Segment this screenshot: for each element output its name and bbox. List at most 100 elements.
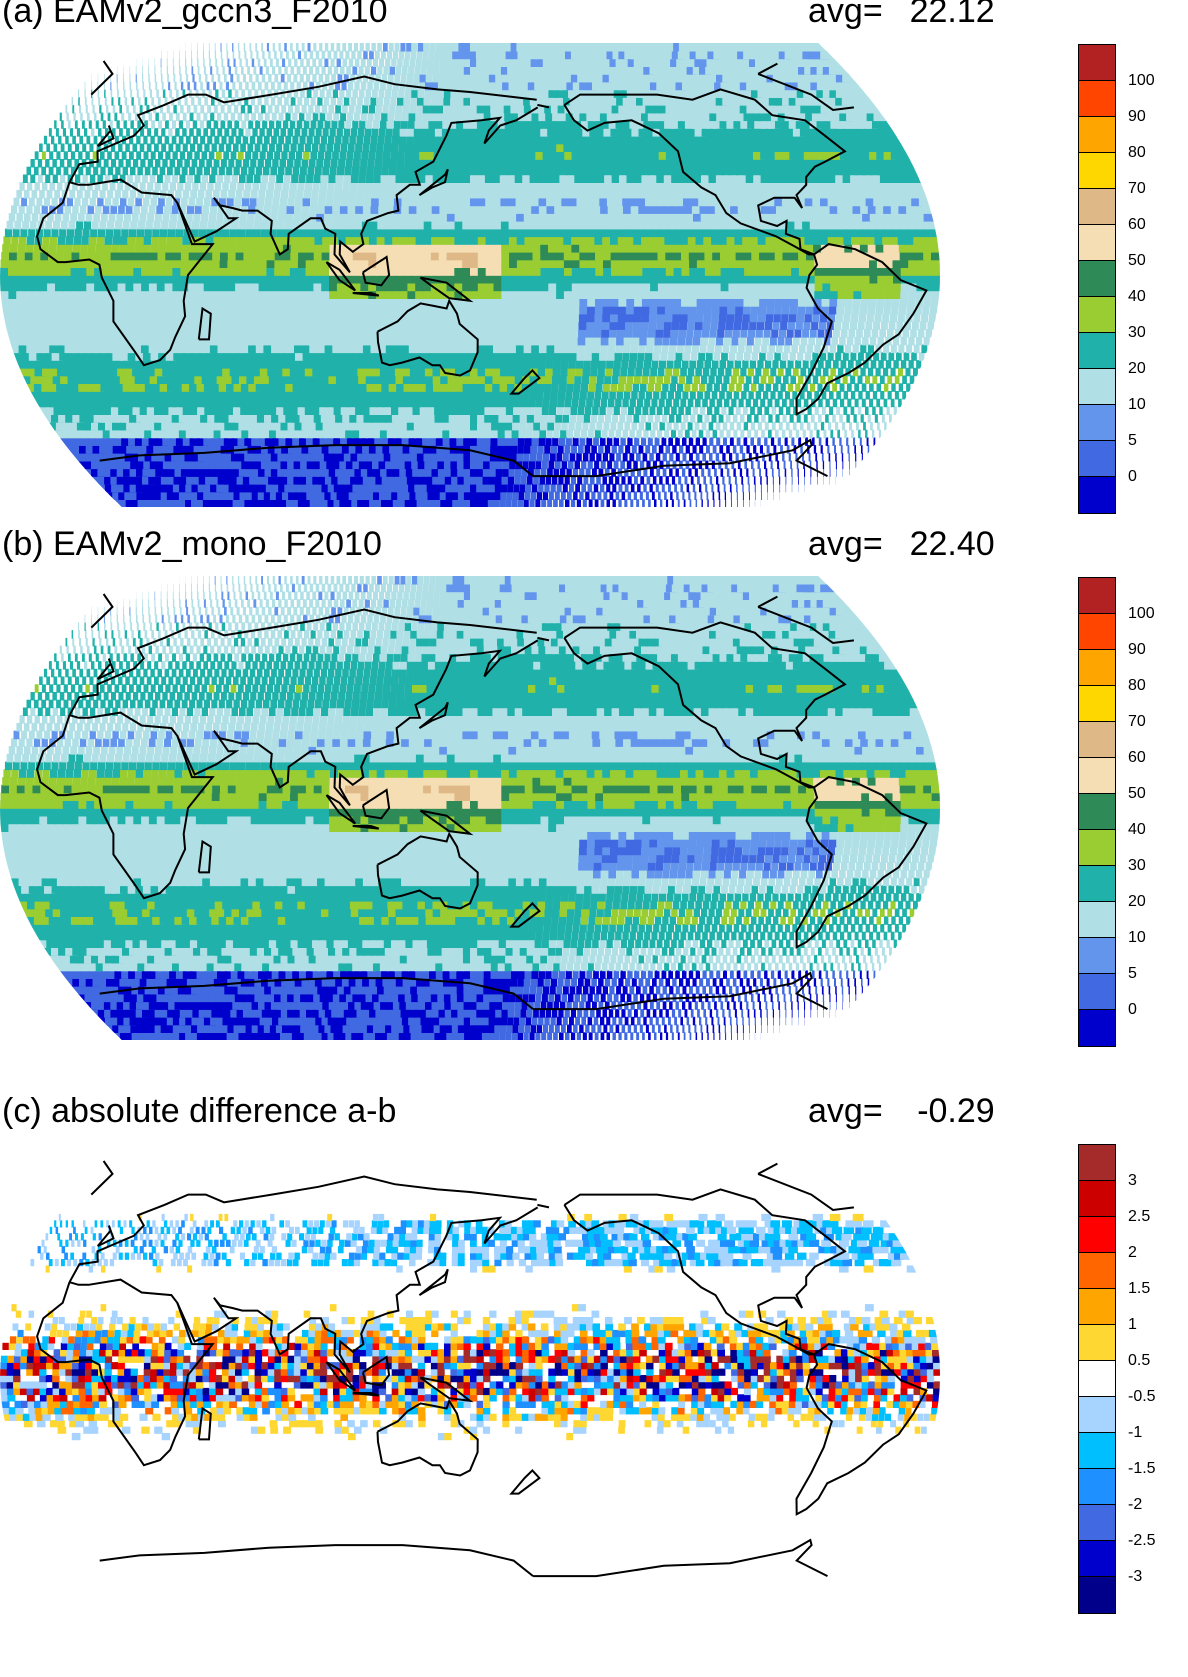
colorbar-tick-label: 90 [1128, 108, 1146, 125]
colorbar-swatch [1079, 333, 1115, 369]
colorbar-swatch [1079, 1577, 1115, 1613]
colorbar-swatch [1079, 1505, 1115, 1541]
colorbar-swatch [1079, 1289, 1115, 1325]
colorbar-tick-label: 20 [1128, 360, 1146, 377]
colorbar-tick-label: 5 [1128, 432, 1137, 449]
colorbar: 100 90 80 70 60 50 40 30 20 10 5 0 [1078, 44, 1183, 514]
colorbar-swatch [1079, 1433, 1115, 1469]
colorbar-tick-label: 0 [1128, 1001, 1137, 1018]
avg-value: 22.40 [909, 525, 995, 563]
colorbar-tick-label: 50 [1128, 785, 1146, 802]
map-field-svg [0, 43, 940, 507]
colorbar-swatch [1079, 1253, 1115, 1289]
colorbar-tick-label: -1 [1128, 1424, 1143, 1441]
coastlines [36, 1160, 928, 1578]
colorbar-tick-label: 0 [1128, 468, 1137, 485]
colorbar-swatch [1079, 1217, 1115, 1253]
coastlines [36, 60, 928, 478]
colorbar-swatch [1079, 1361, 1115, 1397]
colorbar-tick-label: 5 [1128, 965, 1137, 982]
colorbar-tick-label: 90 [1128, 641, 1146, 658]
colorbar-swatches [1078, 44, 1116, 514]
colorbar-tick-label: 70 [1128, 180, 1146, 197]
avg-label: avg= [808, 525, 883, 563]
colorbar-tick-label: 80 [1128, 677, 1146, 694]
colorbar-tick-label: 50 [1128, 252, 1146, 269]
panel-average: avg= 22.12 [808, 0, 995, 31]
colorbar-swatch [1079, 45, 1115, 81]
colorbar-swatch [1079, 1181, 1115, 1217]
avg-value: -0.29 [917, 1092, 995, 1130]
avg-value: 22.12 [909, 0, 995, 30]
colorbar-swatch [1079, 297, 1115, 333]
colorbar-swatch [1079, 578, 1115, 614]
colorbar-tick-label: 20 [1128, 893, 1146, 910]
colorbar-tick-label: 100 [1128, 72, 1155, 89]
field-cells [0, 1213, 940, 1441]
colorbar-swatch [1079, 441, 1115, 477]
colorbar-swatches [1078, 577, 1116, 1047]
colorbar-tick-label: 30 [1128, 857, 1146, 874]
colorbar-swatch [1079, 405, 1115, 441]
panel-c: (c) absolute difference a-b avg= -0.29 3 2… [0, 1092, 1188, 1660]
colorbar-swatch [1079, 1010, 1115, 1046]
colorbar-tick-label: 10 [1128, 929, 1146, 946]
panel-a: (a) EAMv2_gccn3_F2010 avg= 22.12 100 90 80 7… [0, 0, 1188, 560]
colorbar-swatch [1079, 477, 1115, 513]
colorbar-swatch [1079, 794, 1115, 830]
panel-title: (c) absolute difference a-b [2, 1092, 397, 1130]
colorbar-swatch [1079, 261, 1115, 297]
colorbar-swatch [1079, 614, 1115, 650]
colorbar-tick-label: 10 [1128, 396, 1146, 413]
panel-title: (a) EAMv2_gccn3_F2010 [2, 0, 388, 30]
colorbar-tick-label: 80 [1128, 144, 1146, 161]
field-cells [0, 576, 940, 1040]
panel-b: (b) EAMv2_mono_F2010 avg= 22.40 100 90 80 70… [0, 525, 1188, 1093]
colorbar-tick-label: -2 [1128, 1496, 1143, 1513]
colorbar-swatch [1079, 938, 1115, 974]
panel-average: avg= -0.29 [808, 1092, 995, 1131]
colorbar: 100 90 80 70 60 50 40 30 20 10 5 0 [1078, 577, 1183, 1047]
colorbar-tick-label: 1.5 [1128, 1280, 1151, 1297]
avg-label: avg= [808, 1092, 883, 1130]
avg-label: avg= [808, 0, 883, 30]
colorbar-tick-label: -1.5 [1128, 1460, 1156, 1477]
field-cells [0, 43, 940, 507]
colorbar-tick-label: 70 [1128, 713, 1146, 730]
colorbar-tick-label: 2.5 [1128, 1208, 1151, 1225]
panel-average: avg= 22.40 [808, 525, 995, 564]
map-robinson [0, 1140, 1010, 1640]
colorbar-swatch [1079, 830, 1115, 866]
colorbar-tick-label: 30 [1128, 324, 1146, 341]
colorbar-tick-label: 60 [1128, 749, 1146, 766]
colorbar-tick-label: -0.5 [1128, 1388, 1156, 1405]
colorbar-swatch [1079, 81, 1115, 117]
colorbar-swatch [1079, 225, 1115, 261]
colorbar-tick-label: 2 [1128, 1244, 1137, 1261]
colorbar-swatch [1079, 758, 1115, 794]
colorbar-swatch [1079, 1397, 1115, 1433]
colorbar-swatch [1079, 189, 1115, 225]
colorbar-swatch [1079, 866, 1115, 902]
map-field-svg [0, 576, 940, 1040]
colorbar-swatch [1079, 974, 1115, 1010]
colorbar-swatch [1079, 722, 1115, 758]
colorbar-tick-label: 0.5 [1128, 1352, 1151, 1369]
colorbar-swatches [1078, 1144, 1116, 1614]
map-field-svg [0, 1160, 940, 1578]
colorbar-swatch [1079, 369, 1115, 405]
colorbar-tick-label: 40 [1128, 288, 1146, 305]
colorbar-tick-label: 1 [1128, 1316, 1137, 1333]
colorbar-swatch [1079, 1325, 1115, 1361]
colorbar-tick-label: 3 [1128, 1172, 1137, 1189]
colorbar-tick-label: 60 [1128, 216, 1146, 233]
colorbar-tick-label: 100 [1128, 605, 1155, 622]
colorbar-tick-label: -3 [1128, 1568, 1143, 1585]
map-robinson [0, 573, 1010, 1073]
colorbar-swatch [1079, 650, 1115, 686]
coastlines [36, 593, 928, 1011]
panel-title: (b) EAMv2_mono_F2010 [2, 525, 382, 563]
colorbar-swatch [1079, 1145, 1115, 1181]
colorbar-swatch [1079, 902, 1115, 938]
colorbar-swatch [1079, 686, 1115, 722]
